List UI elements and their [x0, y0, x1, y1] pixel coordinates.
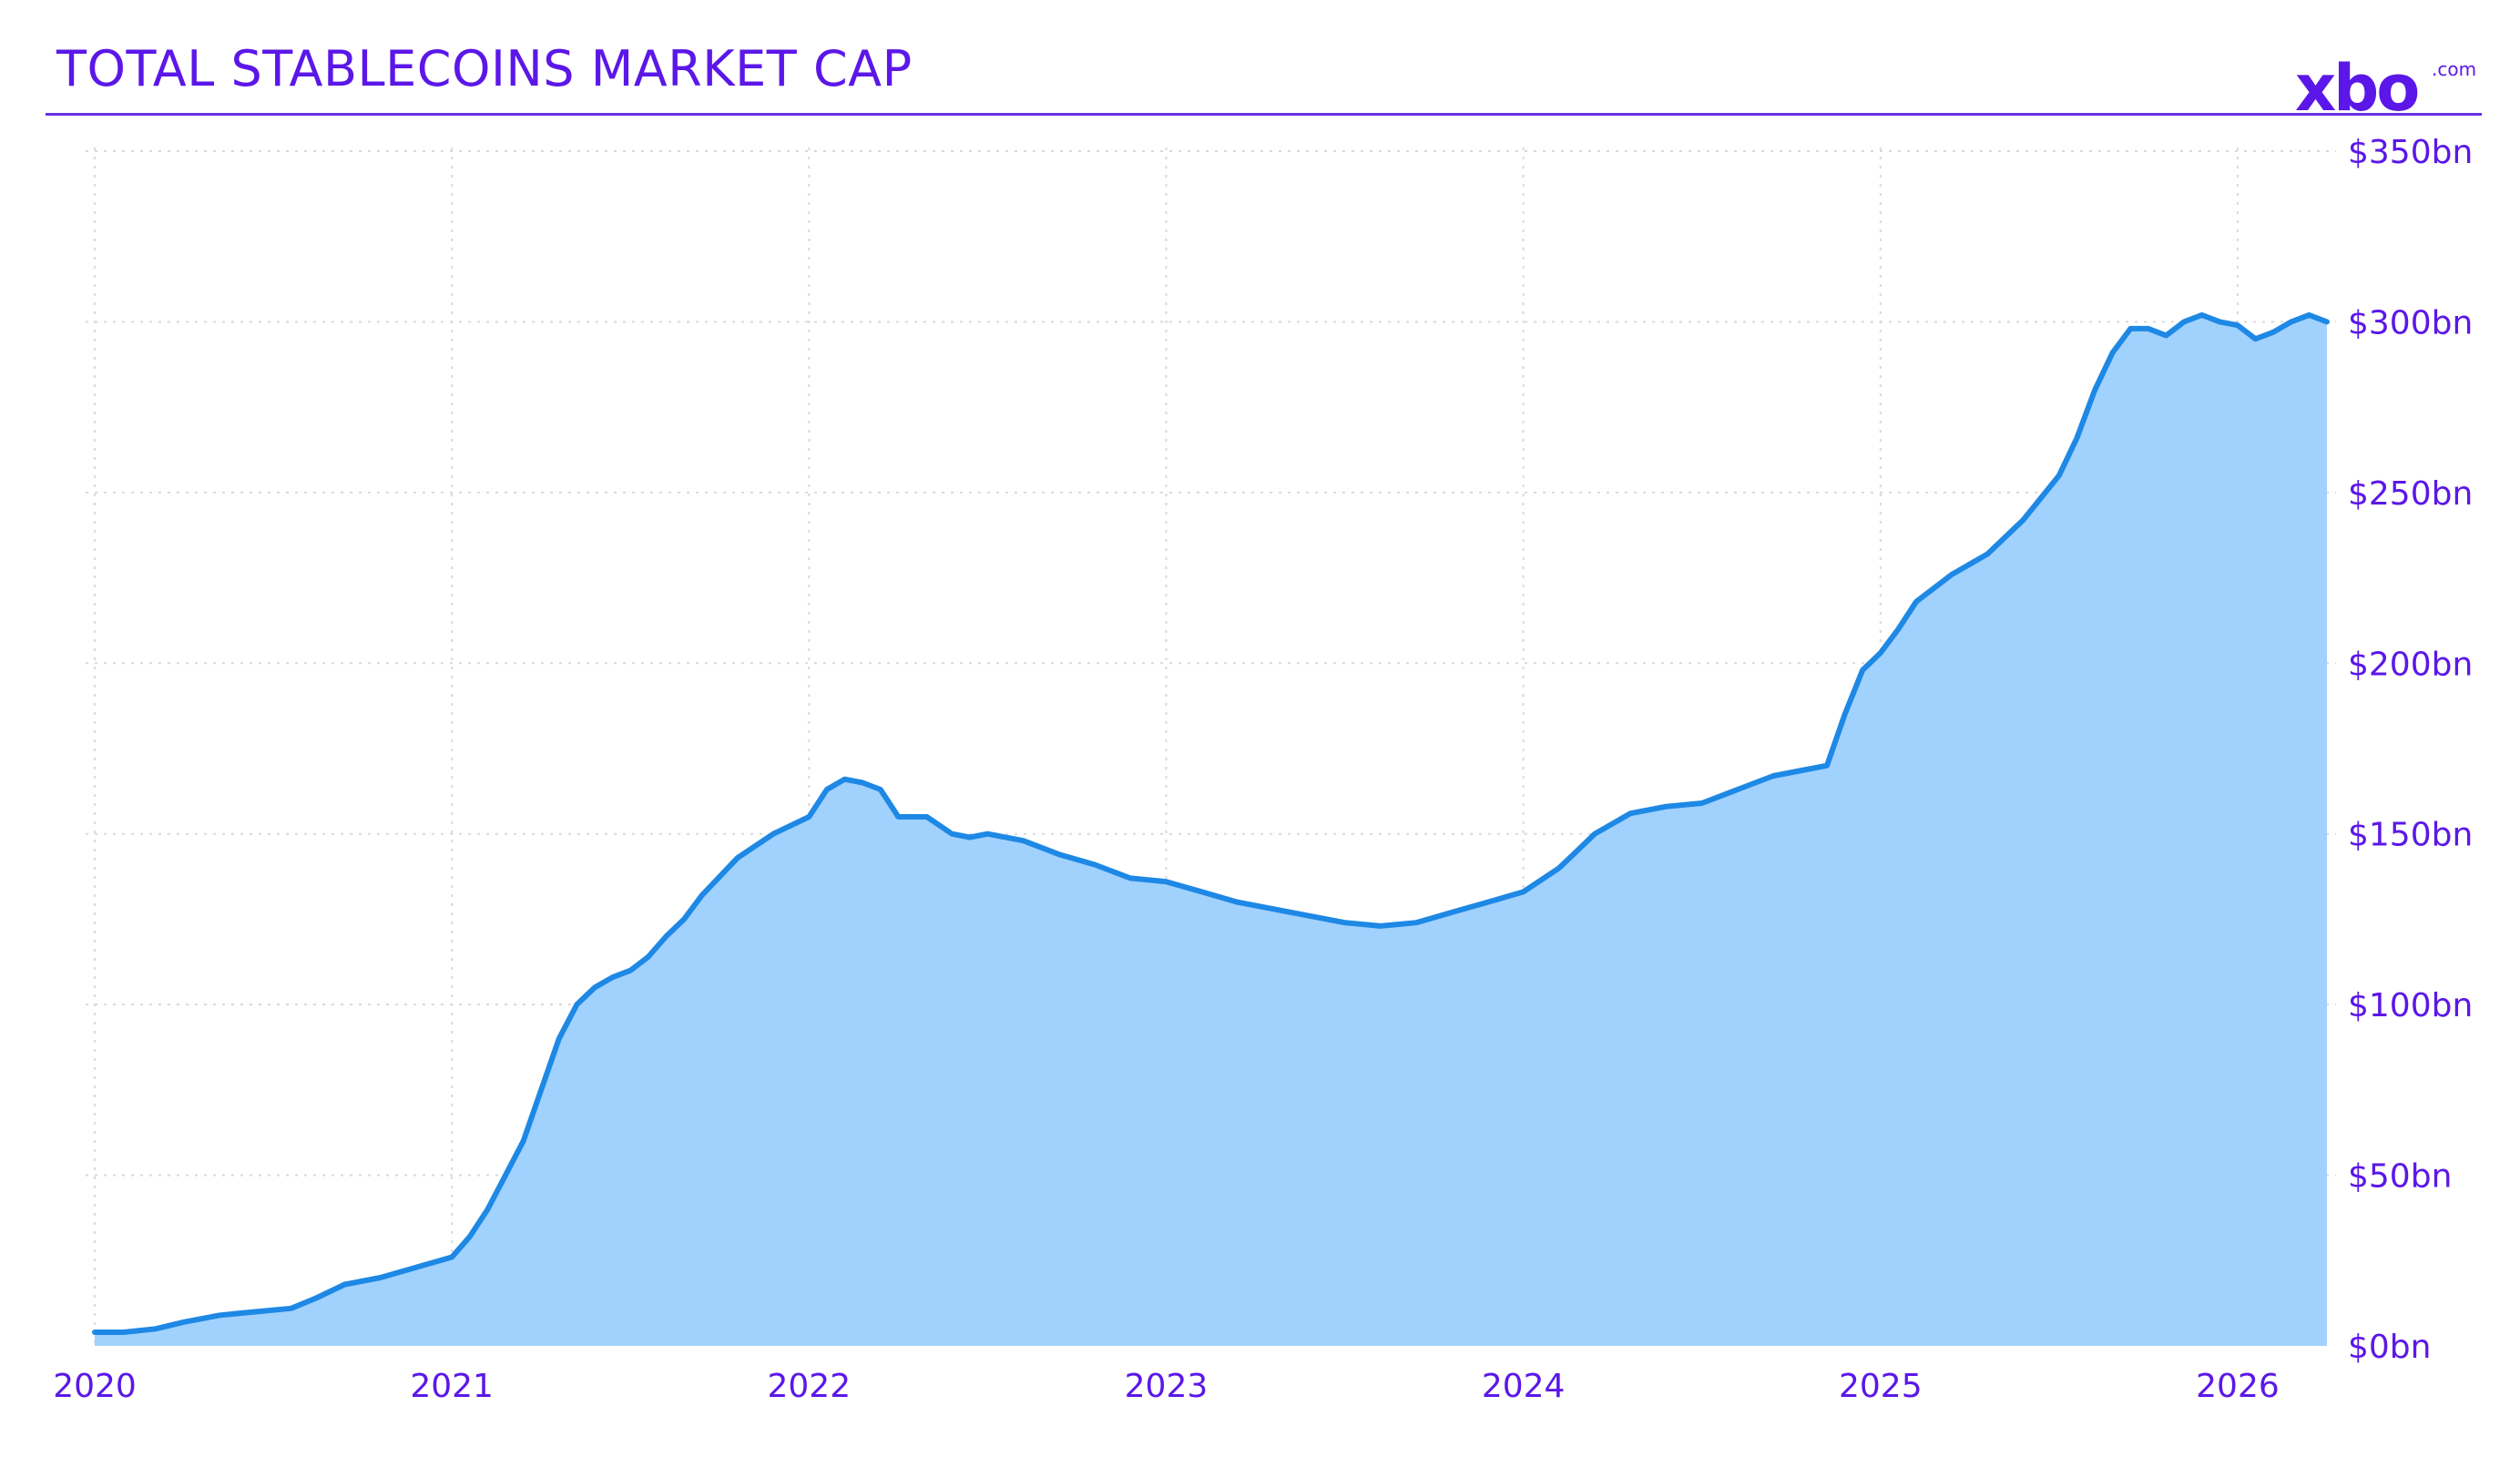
x-tick-label: 2026	[2196, 1368, 2280, 1405]
y-tick-label: $50bn	[2348, 1158, 2452, 1196]
x-tick-label: 2021	[410, 1368, 494, 1405]
xbo-logo: xbo .com	[2295, 51, 2476, 126]
grid-lines	[86, 148, 2336, 1346]
x-tick-label: 2020	[53, 1368, 137, 1405]
logo-suffix: .com	[2432, 58, 2477, 80]
market-cap-line	[92, 311, 2330, 1335]
y-tick-label: $350bn	[2348, 134, 2473, 171]
y-tick-label: $0bn	[2348, 1329, 2431, 1366]
y-tick-label: $200bn	[2348, 646, 2473, 683]
x-tick-label: 2023	[1125, 1368, 1209, 1405]
market-cap-area	[95, 314, 2327, 1346]
chart-marks	[92, 311, 2330, 1346]
y-tick-labels: $0bn $50bn $100bn $150bn $200bn $250bn $300bn $…	[2348, 134, 2473, 1366]
x-tick-label: 2022	[768, 1368, 852, 1405]
logo-text: xbo	[2295, 51, 2420, 126]
y-tick-label: $250bn	[2348, 475, 2473, 513]
chart-title: TOTAL STABLECOINS MARKET CAP	[56, 40, 913, 97]
y-tick-label: $300bn	[2348, 304, 2473, 341]
x-tick-labels: 2020 2021 2022 2023 2024 2025 2026	[53, 1368, 2280, 1405]
title-divider	[46, 113, 2482, 116]
y-tick-label: $150bn	[2348, 817, 2473, 854]
x-tick-label: 2025	[1839, 1368, 1923, 1405]
x-tick-label: 2024	[1482, 1368, 1566, 1405]
y-tick-label: $100bn	[2348, 987, 2473, 1024]
